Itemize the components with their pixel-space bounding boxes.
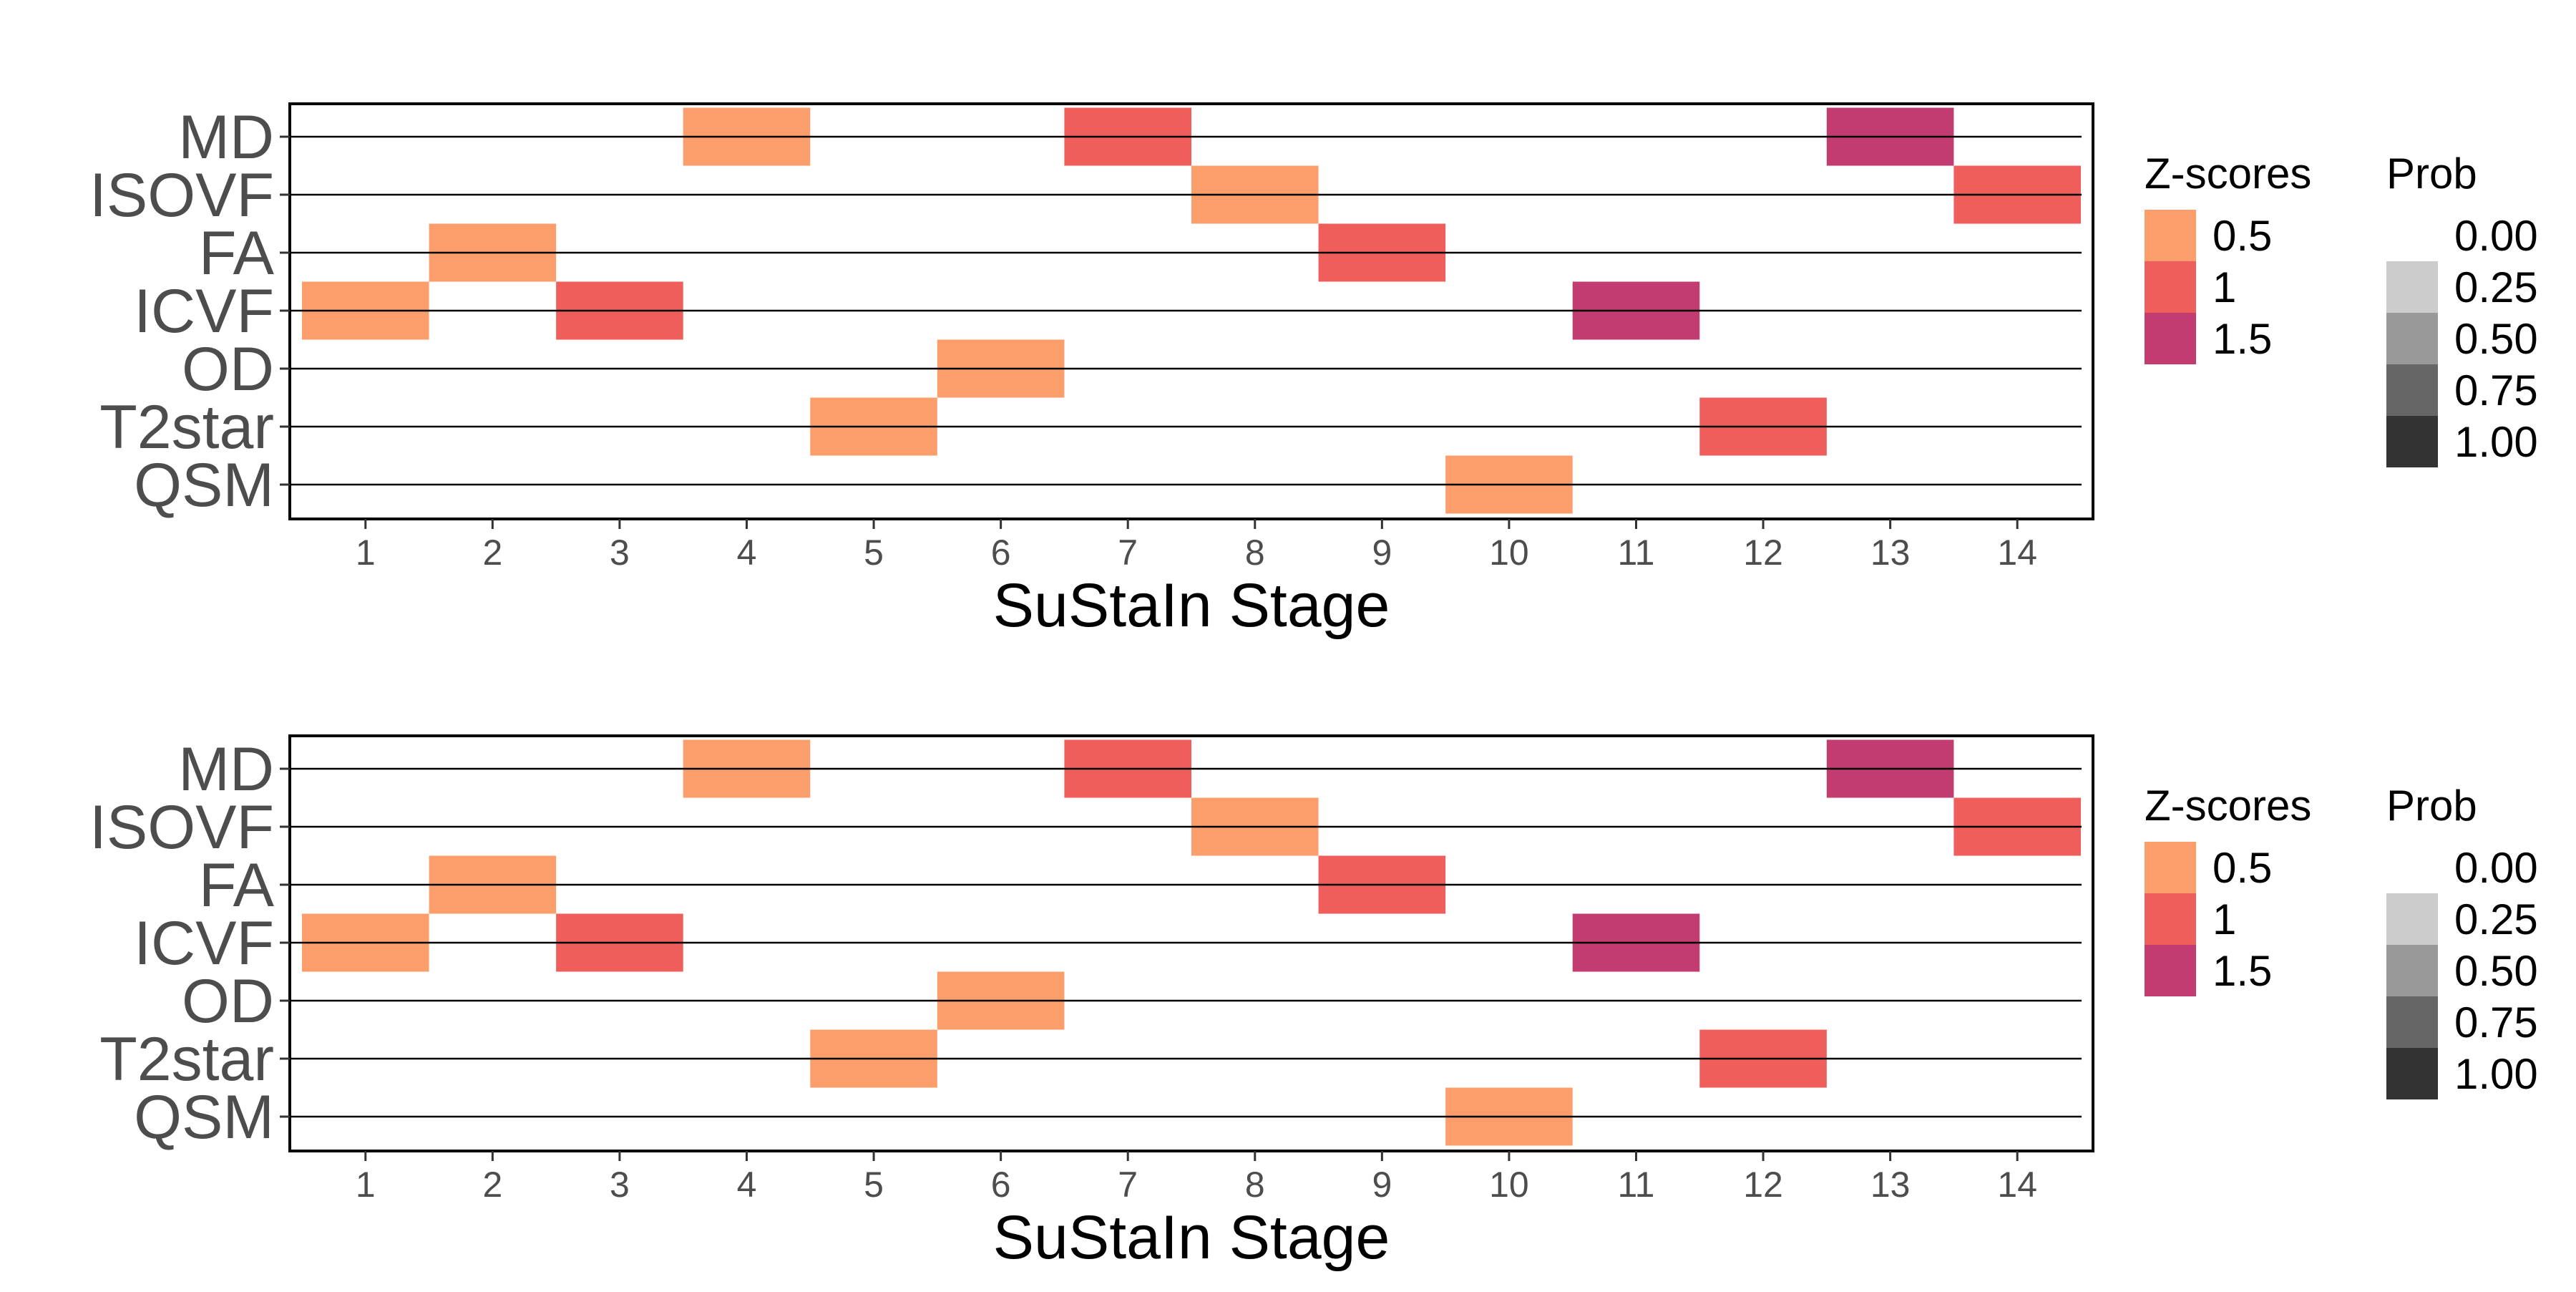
legend-prob-swatch-0.25	[2386, 893, 2438, 945]
xtick-label-12: 12	[1743, 533, 1783, 573]
legend-z-label-0.5: 0.5	[2212, 212, 2272, 260]
xtick-label-9: 9	[1372, 1165, 1392, 1205]
xtick-label-6: 6	[991, 1165, 1011, 1205]
ylabel-ICVF: ICVF	[134, 277, 274, 346]
xtick-label-4: 4	[737, 533, 757, 573]
xtick-label-13: 13	[1870, 533, 1911, 573]
legend-prob-label-0.00: 0.00	[2454, 844, 2538, 892]
legend-prob-swatch-0.50	[2386, 945, 2438, 996]
legend-prob-swatch-0.75	[2386, 996, 2438, 1048]
ylabel-FA: FA	[199, 219, 275, 288]
legend-z-title: Z-scores	[2145, 782, 2311, 830]
ylabel-T2star: T2star	[99, 1025, 274, 1094]
ylabel-FA: FA	[199, 851, 275, 920]
xtick-label-2: 2	[482, 533, 502, 573]
xtick-label-2: 2	[482, 1165, 502, 1205]
legend-prob-label-0.25: 0.25	[2454, 895, 2538, 943]
legend-prob-title: Prob	[2386, 782, 2477, 830]
xtick-label-3: 3	[610, 533, 630, 573]
legend-z-label-1.5: 1.5	[2212, 947, 2272, 995]
xtick-label-7: 7	[1118, 533, 1138, 573]
ylabel-ICVF: ICVF	[134, 909, 274, 978]
ylabel-QSM: QSM	[134, 1083, 274, 1152]
legend-prob-swatch-1.00	[2386, 416, 2438, 467]
ylabel-OD: OD	[182, 335, 274, 404]
x-axis-title: SuStaIn Stage	[993, 571, 1390, 640]
legend-prob-swatch-0.75	[2386, 364, 2438, 416]
legend-prob-label-0.00: 0.00	[2454, 212, 2538, 260]
legend-z-swatch-1	[2145, 261, 2196, 313]
legend-z-label-1: 1	[2212, 895, 2236, 943]
xtick-label-14: 14	[1997, 533, 2037, 573]
legend-prob-label-0.75: 0.75	[2454, 366, 2538, 414]
xtick-label-8: 8	[1245, 1165, 1265, 1205]
legend-z-label-1: 1	[2212, 263, 2236, 311]
xtick-label-12: 12	[1743, 1165, 1783, 1205]
legend-prob-label-0.75: 0.75	[2454, 999, 2538, 1046]
legend-prob-swatch-0.00	[2386, 842, 2438, 893]
xtick-label-7: 7	[1118, 1165, 1138, 1205]
legend-prob-label-1.00: 1.00	[2454, 418, 2538, 466]
xtick-label-1: 1	[356, 533, 376, 573]
legend-prob-swatch-1.00	[2386, 1048, 2438, 1099]
xtick-label-8: 8	[1245, 533, 1265, 573]
xtick-label-6: 6	[991, 533, 1011, 573]
legend-prob-label-0.50: 0.50	[2454, 315, 2538, 363]
legend-prob-label-0.25: 0.25	[2454, 263, 2538, 311]
xtick-label-13: 13	[1870, 1165, 1911, 1205]
legend-z-label-1.5: 1.5	[2212, 315, 2272, 363]
legend-z-swatch-1.5	[2145, 313, 2196, 364]
xtick-label-1: 1	[356, 1165, 376, 1205]
legend-prob-title: Prob	[2386, 150, 2477, 198]
xtick-label-9: 9	[1372, 533, 1392, 573]
legend-z-swatch-1	[2145, 893, 2196, 945]
ylabel-QSM: QSM	[134, 451, 274, 520]
xtick-label-5: 5	[864, 1165, 884, 1205]
legend-z-swatch-1.5	[2145, 945, 2196, 996]
xtick-label-14: 14	[1997, 1165, 2037, 1205]
ylabel-ISOVF: ISOVF	[89, 161, 274, 230]
xtick-label-5: 5	[864, 533, 884, 573]
xtick-label-3: 3	[610, 1165, 630, 1205]
legend-prob-swatch-0.25	[2386, 261, 2438, 313]
legend-z-label-0.5: 0.5	[2212, 844, 2272, 892]
ylabel-MD: MD	[178, 735, 274, 804]
legend-prob-label-1.00: 1.00	[2454, 1050, 2538, 1098]
xtick-label-11: 11	[1618, 533, 1655, 573]
ylabel-OD: OD	[182, 967, 274, 1036]
ylabel-MD: MD	[178, 103, 274, 172]
ylabel-T2star: T2star	[99, 393, 274, 462]
legend-prob-swatch-0.50	[2386, 313, 2438, 364]
legend-prob-swatch-0.00	[2386, 210, 2438, 261]
xtick-label-11: 11	[1618, 1165, 1655, 1205]
xtick-label-4: 4	[737, 1165, 757, 1205]
ylabel-ISOVF: ISOVF	[89, 793, 274, 862]
legend-prob-label-0.50: 0.50	[2454, 947, 2538, 995]
x-axis-title: SuStaIn Stage	[993, 1203, 1390, 1272]
xtick-label-10: 10	[1489, 533, 1529, 573]
legend-z-swatch-0.5	[2145, 842, 2196, 893]
legend-z-title: Z-scores	[2145, 150, 2311, 198]
xtick-label-10: 10	[1489, 1165, 1529, 1205]
legend-z-swatch-0.5	[2145, 210, 2196, 261]
